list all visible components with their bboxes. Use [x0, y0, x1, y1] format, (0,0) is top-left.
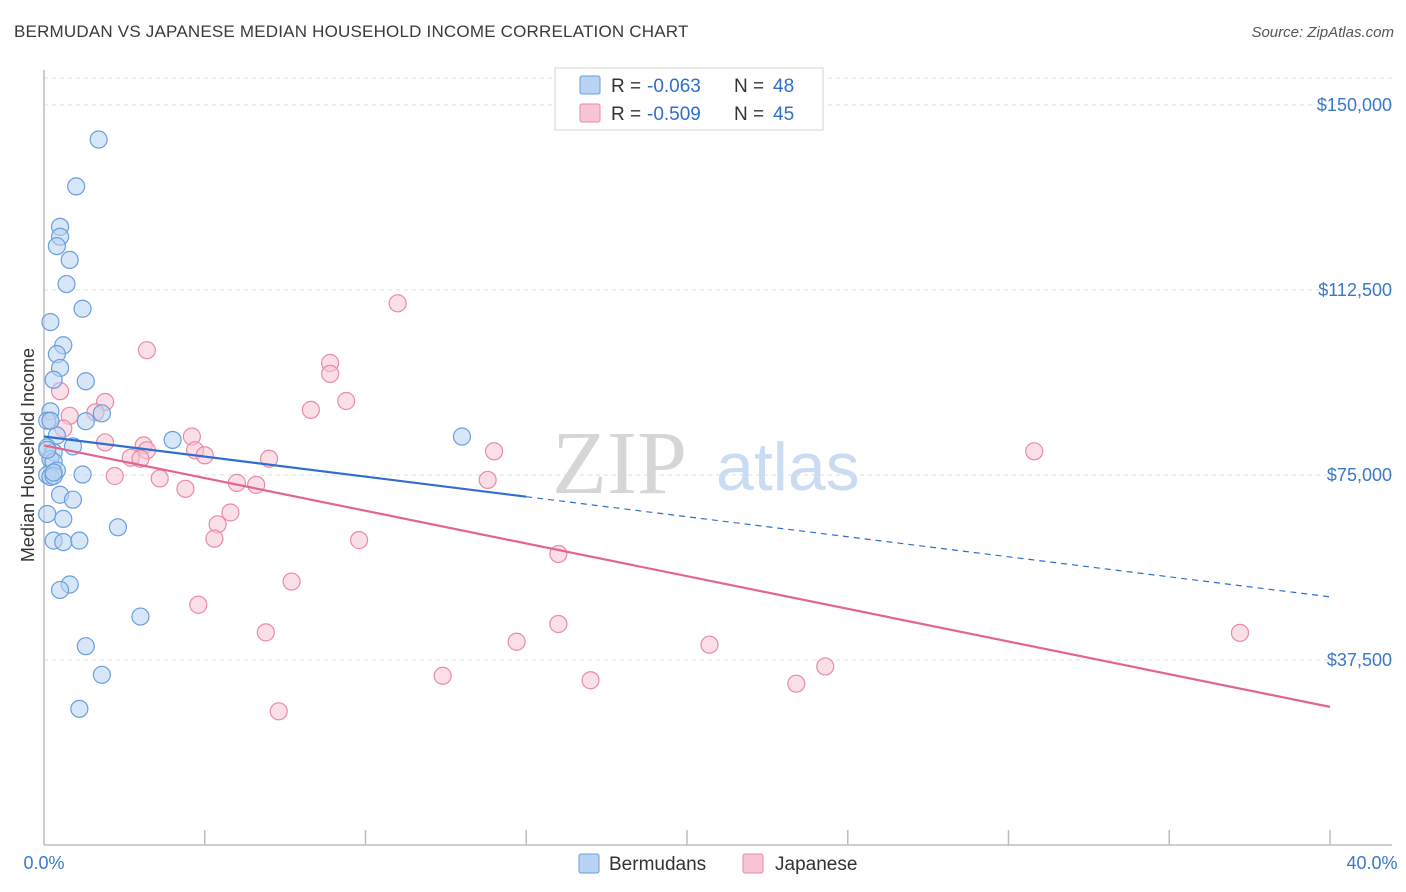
bermudan-point [131, 607, 150, 626]
trend-lines [43, 435, 1331, 708]
legend-r-label-bermudans: R = [611, 76, 641, 97]
legend-r-value-bermudans: -0.063 [647, 76, 701, 97]
japanese-point [816, 657, 835, 676]
y-tick-label: $37,500 [1327, 650, 1392, 670]
gridlines [44, 77, 1392, 661]
legend-n-label-japanese: N = [734, 104, 764, 125]
japanese-point [189, 595, 208, 614]
bermudan-point [57, 274, 76, 294]
legend-swatch-japanese [579, 103, 601, 123]
bermudan-point [108, 518, 128, 537]
bermudan-point [63, 490, 83, 509]
chart-title: BERMUDAN VS JAPANESE MEDIAN HOUSEHOLD IN… [14, 22, 689, 41]
bermudan-point [70, 531, 89, 550]
source-note: Source: ZipAtlas.com [1251, 24, 1394, 41]
bermudan-point [452, 427, 472, 446]
japanese-point [105, 466, 124, 486]
x-tick-label-min: 0.0% [23, 853, 64, 873]
series-japanese-points [41, 294, 1250, 721]
bermudan-point [50, 580, 70, 600]
watermark-atlas: atlas [716, 429, 860, 505]
japanese-point [282, 572, 301, 591]
japanese-point [176, 479, 195, 498]
japanese-point [137, 341, 156, 360]
bermudan-point [92, 665, 111, 684]
japanese-point [700, 635, 719, 654]
series-legend: Bermudans Japanese [578, 853, 857, 875]
japanese-point [269, 702, 288, 721]
japanese-point [787, 674, 806, 693]
watermark-zip: ZIP [552, 414, 687, 513]
bermudan-point [41, 411, 60, 430]
japanese-point [256, 623, 275, 642]
bermudan-point [47, 236, 66, 256]
legend-r-value-japanese: -0.509 [647, 104, 701, 125]
bermudan-point [38, 440, 57, 459]
bermudan-point [70, 699, 89, 718]
y-axis-label: Median Household Income [18, 348, 38, 562]
stats-legend: R = -0.063 N = 48 R = -0.509 N = 45 [554, 67, 824, 131]
series-bermudans-points [38, 130, 472, 718]
bermudans-trend-line [43, 435, 527, 498]
bottom-legend-swatch-bermudans [578, 853, 600, 874]
japanese-point [485, 442, 504, 461]
bermudan-point [76, 412, 95, 431]
bermudan-point [89, 130, 108, 149]
japanese-point [433, 666, 452, 685]
bermudan-point [44, 370, 63, 389]
japanese-point [349, 531, 369, 550]
legend-r-label-japanese: R = [611, 104, 641, 125]
bermudan-point [60, 250, 79, 270]
bermudan-point [41, 312, 60, 332]
bermudan-point [38, 504, 57, 524]
japanese-point [205, 529, 224, 548]
y-tick-label: $112,500 [1318, 280, 1392, 300]
japanese-point [549, 614, 568, 634]
bermudan-point [92, 404, 111, 423]
x-axis-ticks [204, 830, 1331, 845]
bermudan-point [76, 372, 95, 391]
bermudan-point [54, 532, 73, 552]
bottom-legend-swatch-japanese [742, 853, 764, 874]
bermudan-point [73, 299, 92, 318]
bermudans-trend-extension [526, 496, 1331, 598]
japanese-point [337, 391, 356, 411]
y-tick-label: $75,000 [1327, 465, 1392, 485]
legend-n-label-bermudans: N = [734, 76, 764, 97]
japanese-point [507, 632, 526, 651]
x-tick-label-max: 40.0% [1346, 853, 1397, 873]
legend-n-value-bermudans: 48 [773, 76, 794, 97]
bermudan-point [76, 637, 95, 656]
bermudan-point [67, 177, 86, 196]
y-tick-label: $150,000 [1317, 95, 1392, 115]
bermudan-point [163, 430, 182, 450]
bottom-legend-label-bermudans: Bermudans [609, 854, 706, 875]
japanese-point [321, 364, 340, 383]
japanese-point [388, 294, 407, 313]
japanese-point [581, 671, 600, 690]
y-tick-labels: $37,500 $75,000 $112,500 $150,000 [1317, 95, 1392, 670]
bottom-legend-label-japanese: Japanese [775, 854, 857, 875]
japanese-point [301, 400, 320, 419]
bermudan-point [54, 509, 73, 529]
legend-swatch-bermudans [579, 75, 601, 95]
japanese-point [131, 449, 150, 468]
japanese-point [1230, 623, 1250, 642]
japanese-point [150, 469, 169, 488]
japanese-point [221, 503, 240, 522]
bermudan-point [44, 463, 63, 482]
japanese-trend-line [43, 444, 1331, 708]
bermudan-point [73, 465, 92, 484]
japanese-point [478, 470, 497, 490]
legend-n-value-japanese: 45 [773, 104, 794, 125]
japanese-point [1025, 442, 1044, 461]
